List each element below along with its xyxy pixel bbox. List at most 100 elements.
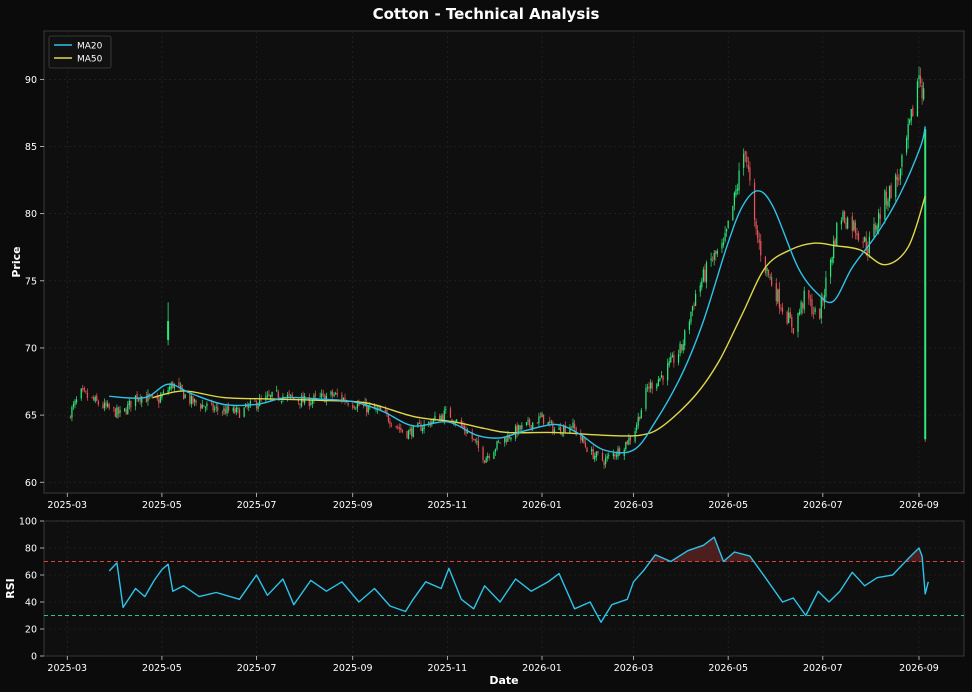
candle-body [615,455,618,457]
candle-body [401,429,404,433]
candle-body [549,420,551,424]
candle-body [735,189,737,196]
candle-body [324,394,326,403]
candle-body [113,407,115,409]
candle-body [811,298,813,314]
candle-body [618,447,621,456]
candle-body [384,410,386,412]
candle-body [766,267,768,271]
candle-body [125,409,127,414]
candle-body [311,400,314,404]
candle-body [874,224,877,230]
rsi-xtick-label: 2025-09 [333,663,373,674]
candle-body [276,390,278,392]
candle-body [443,410,445,422]
candle-body [715,250,717,255]
rsi-line [108,536,929,623]
candle-body [257,405,259,410]
candle-body [601,452,604,461]
candle-body [606,456,608,459]
candle-body [114,408,116,417]
candle-body [159,396,161,403]
price-xtick-label: 2026-01 [522,500,562,511]
candle-body [584,442,587,447]
candle-body [299,403,301,405]
candle-body [411,428,413,437]
candle-body [716,250,718,254]
candle-body [570,426,573,428]
candle-body [536,422,538,424]
candle-body [442,415,444,420]
candle-body [192,396,194,404]
candle-body [736,188,739,191]
candle-body [702,269,704,282]
candle-body [158,399,160,404]
candle-body [234,408,236,414]
candle-body [701,280,703,288]
candle-body [510,437,512,440]
candle-body [362,405,365,406]
candle-body [386,410,388,415]
candle-body [85,391,87,393]
rsi-xtick-label: 2025-05 [142,663,182,674]
candle-body [398,427,400,429]
candle-body [788,312,790,324]
candle-body [494,449,497,452]
candle-body [809,299,812,301]
candle-body [466,431,469,434]
candle-body [777,289,779,302]
candle-body [541,413,543,418]
ma50-line [152,195,926,437]
candle-body [409,429,411,432]
candle-body [840,220,843,225]
candle-body [94,396,96,402]
candle-body [477,440,480,448]
candle-body [353,406,355,409]
candle-body [418,422,421,424]
candle-body [237,408,239,409]
price-xtick-label: 2026-03 [614,500,654,511]
candle-body [373,404,376,410]
candle-body [597,451,599,454]
candle-body [269,395,272,397]
rsi-xtick-label: 2026-09 [899,663,939,674]
rsi-ytick-label: 40 [25,598,37,609]
candle-body [823,295,825,303]
candle-body [873,223,875,237]
candle-body [128,400,130,406]
rsi-ytick-label: 80 [25,544,37,555]
candle-body [693,304,695,306]
candle-body [449,408,452,418]
price-ytick-label: 75 [25,276,37,287]
candle-body [170,382,172,389]
candle-body [314,394,317,396]
candle-body [485,457,487,463]
candle-body [378,407,380,409]
candle-body [722,241,725,245]
rsi-xtick-label: 2026-03 [614,663,654,674]
candle-body [366,402,368,413]
candle-body [834,239,836,246]
candle-body [248,404,250,408]
candle-body [355,408,357,410]
candle-body [226,406,228,414]
candle-body [713,252,715,260]
candle-body [277,391,279,399]
candle-body [454,422,456,424]
candle-body [637,416,639,426]
candle-body [367,405,369,413]
overbought-fill [650,537,923,562]
candle-body [271,391,273,397]
candle-body [819,308,821,320]
candle-body [195,400,197,404]
candle-body [847,217,849,229]
candle-body [462,424,464,428]
candle-body [802,303,804,308]
candle-body [214,408,216,410]
candle-body [800,302,802,313]
candle-body [74,400,76,405]
candle-body [646,387,649,388]
candle-body [758,239,760,243]
candle-body [539,415,542,417]
